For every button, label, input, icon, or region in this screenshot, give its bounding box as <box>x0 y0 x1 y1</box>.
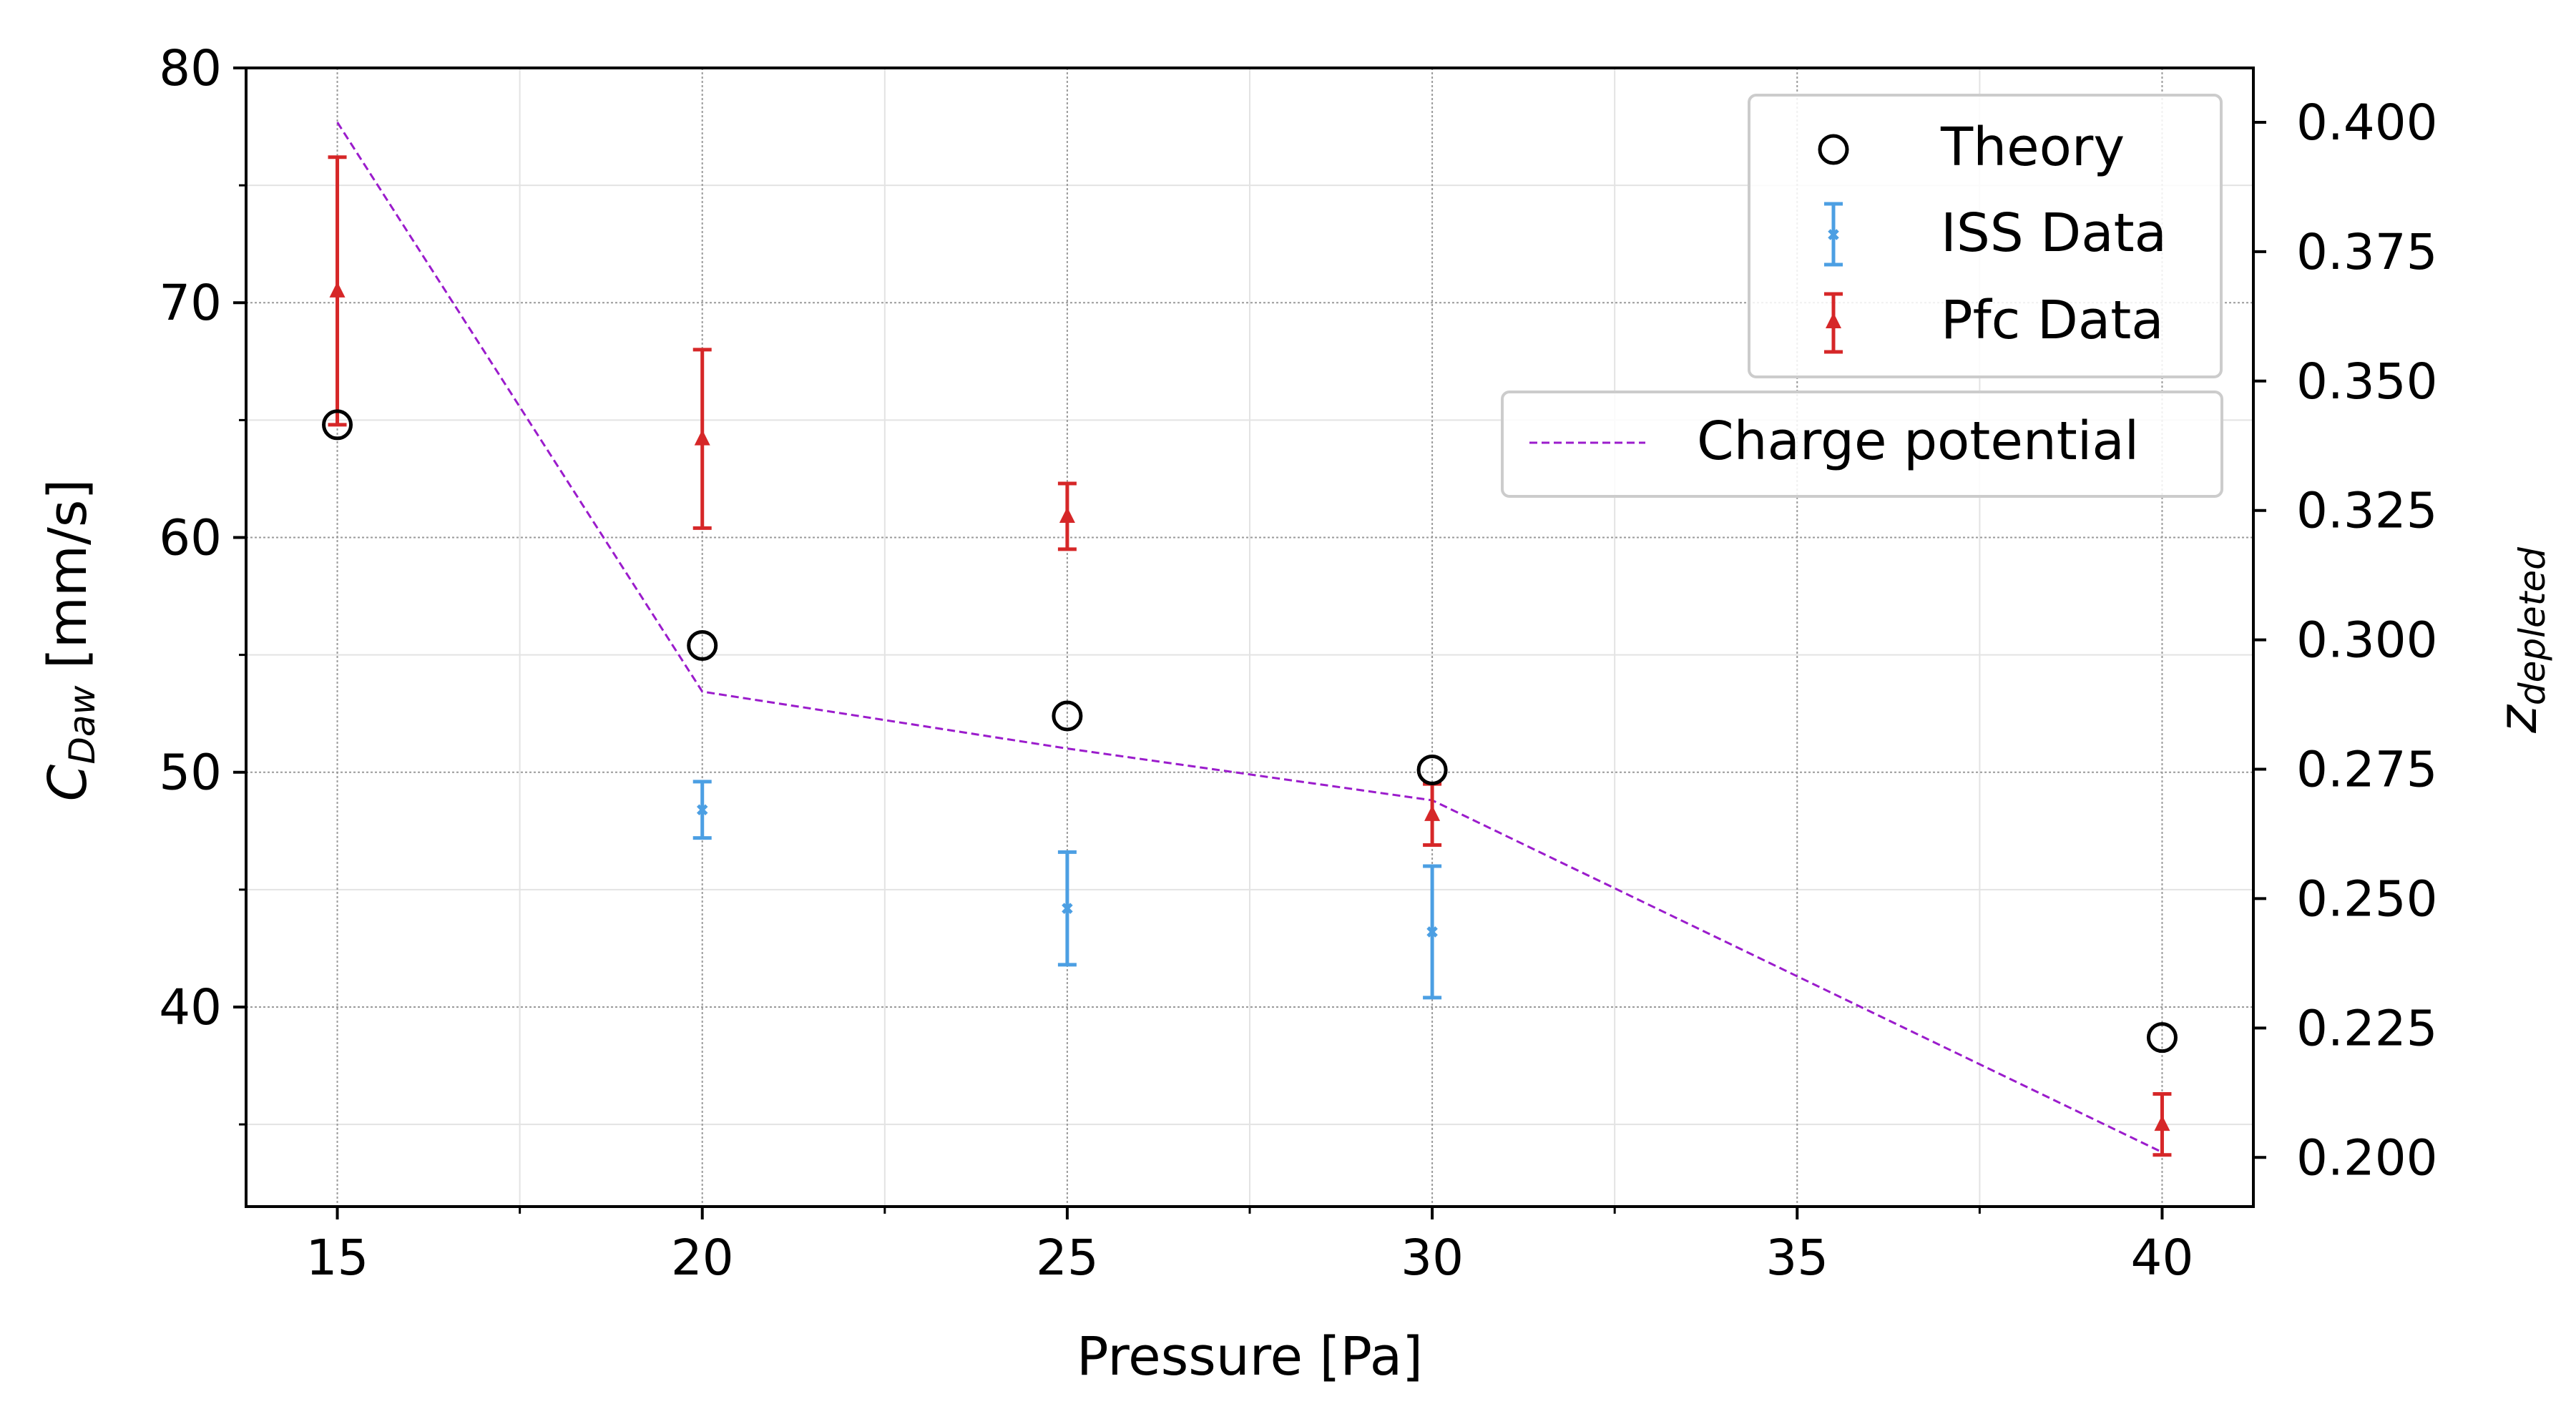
x-tick-label: 35 <box>1766 1229 1828 1287</box>
y2-tick-label: 0.375 <box>2296 224 2438 281</box>
legend-iss-label: ISS Data <box>1941 202 2167 264</box>
y-tick-label: 80 <box>159 40 222 97</box>
theory-point <box>1052 700 1083 732</box>
legend-pfc-marker <box>1824 292 1843 354</box>
pfc-data-point <box>2153 1091 2172 1157</box>
pfc-marker <box>329 281 346 298</box>
y2-axis-label-base: z <box>2487 704 2549 734</box>
y2-tick-label: 0.400 <box>2296 94 2438 152</box>
y-tick-label: 40 <box>159 979 222 1036</box>
iss-marker <box>1426 926 1438 938</box>
theory-point <box>1416 754 1448 785</box>
y2-tick-label: 0.225 <box>2296 1000 2438 1057</box>
y2-tick-label: 0.200 <box>2296 1129 2438 1187</box>
pfc-marker <box>694 429 710 446</box>
x-tick-label: 15 <box>306 1229 369 1287</box>
iss-data-point <box>1057 850 1077 967</box>
pfc-marker <box>1424 805 1441 821</box>
y-axis-label-sub: Daw <box>62 686 103 765</box>
pfc-data-point <box>328 155 347 427</box>
y-tick-label: 50 <box>159 745 222 802</box>
y2-axis-label-sub: depleted <box>2512 547 2553 705</box>
legend-line-box <box>1501 391 2223 498</box>
y2-tick-label: 0.250 <box>2296 870 2438 928</box>
x-tick-label: 20 <box>671 1229 734 1287</box>
iss-marker <box>696 804 708 816</box>
legend-iss-marker <box>1824 202 1843 267</box>
series-layer <box>322 122 2178 1157</box>
pfc-data-point <box>1423 782 1442 847</box>
iss-data-point <box>1423 864 1442 1000</box>
legend-line: Charge potential <box>1501 391 2223 498</box>
iss-data-point <box>692 780 712 840</box>
theory-point <box>687 629 718 661</box>
y-axis-label-base: C <box>37 764 99 801</box>
y2-tick-label: 0.325 <box>2296 483 2438 540</box>
y-axis-label-unit: [mm/s] <box>37 479 99 686</box>
y2-axis-label: zdepleted <box>2487 547 2553 734</box>
y2-tick-label: 0.300 <box>2296 612 2438 669</box>
pfc-data-point <box>1057 481 1077 551</box>
y2-tick-label: 0.275 <box>2296 742 2438 799</box>
x-tick-label: 30 <box>1401 1229 1464 1287</box>
legend-box <box>1748 94 2223 378</box>
x-tick-label: 40 <box>2131 1229 2194 1287</box>
legend-theory-marker <box>1818 134 1849 165</box>
theory-point <box>2146 1022 2178 1054</box>
legend-charge-label: Charge potential <box>1697 411 2139 472</box>
y-axis-label: CDaw [mm/s] <box>37 479 103 802</box>
y-tick-label: 70 <box>159 275 222 332</box>
iss-marker <box>1062 903 1073 914</box>
pfc-data-point <box>692 348 712 530</box>
x-axis-label: Pressure [Pa] <box>1077 1326 1423 1388</box>
legend-pfc-label: Pfc Data <box>1941 290 2164 351</box>
charge-potential-line <box>336 122 2163 1154</box>
pfc-marker <box>2154 1115 2170 1131</box>
y2-tick-label: 0.350 <box>2296 353 2438 411</box>
x-tick-label: 25 <box>1036 1229 1099 1287</box>
legend-theory-label: Theory <box>1940 117 2125 178</box>
y-tick-label: 60 <box>159 509 222 566</box>
theory-point <box>322 409 353 441</box>
ticks: 15 20 25 30 35 40 40 50 60 70 80 0.200 0.225 0.250 0.2… <box>159 40 2437 1287</box>
legend-markers: Theory ISS Data Pfc Data <box>1748 94 2223 378</box>
pfc-marker <box>1059 506 1075 523</box>
